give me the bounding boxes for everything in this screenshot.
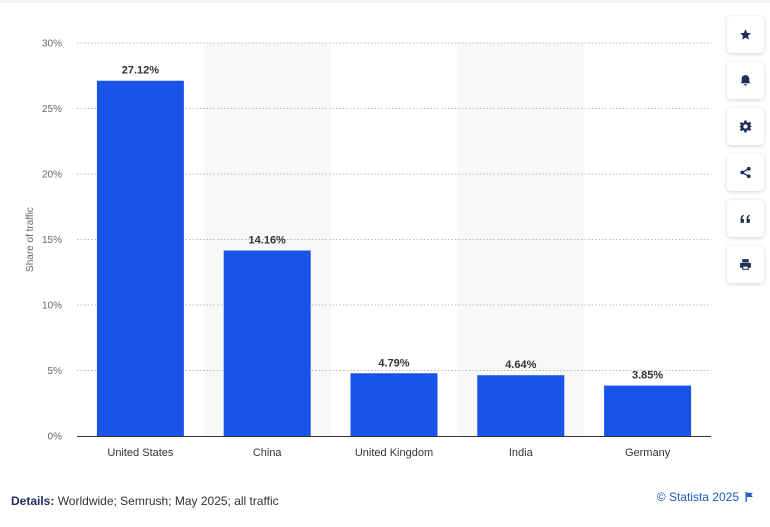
y-tick-label: 30% bbox=[42, 39, 62, 50]
y-tick-label: 20% bbox=[42, 170, 62, 181]
bell-icon bbox=[740, 75, 751, 86]
bar bbox=[604, 385, 692, 436]
chart-details: Details: Worldwide; Semrush; May 2025; a… bbox=[11, 494, 279, 508]
share-icon bbox=[740, 166, 751, 179]
notification-button[interactable] bbox=[727, 62, 764, 99]
data-label: 14.16% bbox=[249, 235, 287, 247]
credit-text: © Statista 2025 bbox=[656, 490, 739, 504]
data-label: 3.85% bbox=[632, 370, 663, 382]
cite-button[interactable] bbox=[727, 200, 764, 237]
bar bbox=[477, 375, 565, 436]
slot-band bbox=[457, 43, 585, 436]
statista-credit-link[interactable]: © Statista 2025 bbox=[657, 490, 754, 504]
y-tick-label: 5% bbox=[48, 366, 63, 377]
y-tick-label: 15% bbox=[42, 235, 62, 246]
gear-icon bbox=[739, 120, 752, 133]
quote-icon bbox=[740, 214, 750, 223]
x-tick-label: India bbox=[509, 447, 534, 459]
print-button[interactable] bbox=[727, 246, 764, 283]
y-tick-label: 25% bbox=[42, 104, 62, 115]
x-tick-label: United Kingdom bbox=[355, 447, 433, 459]
bar bbox=[96, 80, 184, 436]
printer-icon bbox=[740, 259, 751, 270]
data-label: 4.79% bbox=[378, 357, 409, 369]
star-icon bbox=[740, 29, 751, 40]
favorite-button[interactable] bbox=[727, 16, 764, 53]
y-tick-label: 10% bbox=[42, 301, 62, 312]
y-axis-title: Share of traffic bbox=[25, 207, 36, 272]
bar bbox=[350, 373, 438, 436]
chart-toolbar bbox=[727, 16, 765, 292]
x-tick-label: United States bbox=[107, 447, 174, 459]
data-label: 4.64% bbox=[505, 359, 536, 371]
x-tick-label: China bbox=[253, 447, 283, 459]
data-label: 27.12% bbox=[122, 65, 160, 77]
bar bbox=[223, 250, 311, 436]
bar-chart: 0% 5% 10% 15% 20% 25% 30% Share of traffic 27.12… bbox=[25, 39, 711, 459]
top-border bbox=[0, 0, 770, 3]
share-button[interactable] bbox=[727, 154, 764, 191]
y-tick-label: 0% bbox=[48, 432, 63, 443]
details-label: Details: bbox=[11, 494, 55, 508]
settings-button[interactable] bbox=[727, 108, 764, 145]
x-tick-label: Germany bbox=[625, 447, 671, 459]
flag-icon bbox=[745, 492, 753, 502]
details-text: Worldwide; Semrush; May 2025; all traffi… bbox=[54, 494, 279, 508]
